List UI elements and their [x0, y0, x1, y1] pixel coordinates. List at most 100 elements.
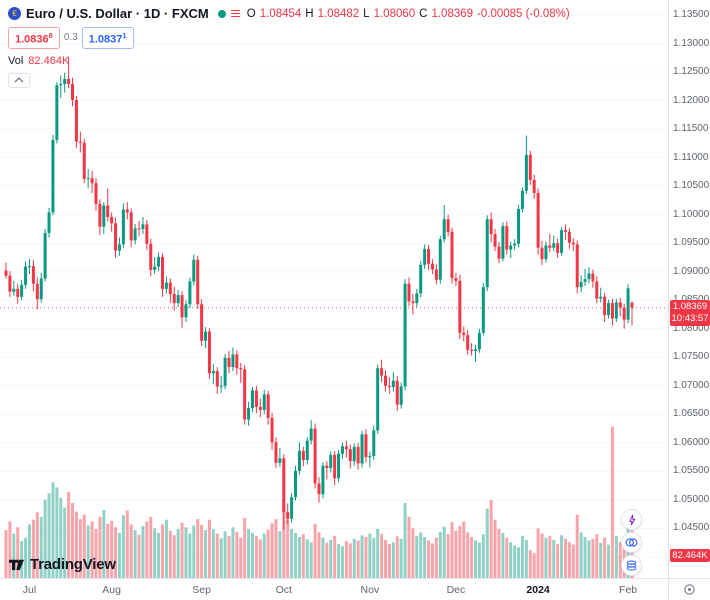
tradingview-logo-text: TradingView	[30, 556, 116, 573]
volume-bar	[301, 534, 305, 578]
volume-bar	[282, 508, 286, 578]
volume-bar	[90, 521, 94, 578]
candle-body	[387, 385, 391, 387]
candle-body	[47, 212, 51, 233]
candle-body	[407, 283, 411, 302]
candle-body	[411, 301, 415, 304]
candle-body	[344, 446, 348, 450]
candle-body	[313, 428, 317, 484]
candle-body	[161, 256, 164, 289]
candle-body	[59, 84, 63, 86]
candle-body	[438, 239, 442, 280]
candle-body	[294, 470, 298, 498]
candle-body	[399, 386, 403, 405]
volume-bar	[71, 503, 75, 578]
tradingview-logo[interactable]: TradingView	[8, 556, 116, 573]
linked-accounts-button[interactable]	[621, 532, 642, 553]
volume-bar	[204, 530, 208, 578]
volume-bar	[430, 543, 434, 578]
buy-button[interactable]: 1.08371	[81, 27, 134, 49]
candle-body	[348, 449, 352, 462]
candle-body	[364, 434, 368, 458]
volume-bar	[161, 524, 164, 578]
legend-symbol-row: € Euro / U.S. Dollar · 1D · FXCM O 1.0845…	[8, 6, 570, 21]
source-dot-icon[interactable]	[217, 9, 226, 18]
candle-body	[219, 385, 223, 387]
volume-bar	[493, 519, 497, 578]
volume-bar	[262, 533, 266, 578]
volume-bar	[384, 539, 388, 578]
time-axis[interactable]: Jul Aug Sep Oct Nov Dec 2024 Feb	[0, 578, 668, 600]
sell-button[interactable]: 1.08368	[8, 27, 60, 49]
volume-bar	[55, 487, 59, 578]
candle-body	[595, 281, 599, 299]
candle-body	[458, 280, 462, 333]
time-axis-label: Sep	[192, 584, 211, 596]
chart-pane[interactable]: € Euro / U.S. Dollar · 1D · FXCM O 1.0845…	[0, 0, 668, 578]
current-price-badge: 1.08369 10:43:57	[670, 299, 710, 326]
volume-bar	[102, 509, 106, 578]
volume-bar	[254, 535, 258, 578]
candle-body	[403, 283, 407, 387]
candle-body	[540, 247, 544, 260]
volume-bar	[517, 547, 521, 578]
axis-settings-corner[interactable]	[668, 578, 710, 600]
volume-bar	[387, 543, 391, 578]
candle-body	[485, 219, 489, 288]
price-axis-label: 1.09000	[673, 265, 710, 277]
candle-body	[74, 100, 78, 142]
legend-collapse-button[interactable]	[8, 72, 30, 88]
close-value: 1.08369	[431, 7, 474, 20]
volume-bar	[462, 521, 466, 578]
chevron-up-icon	[14, 77, 24, 83]
candle-body	[544, 245, 548, 260]
candle-body	[301, 450, 305, 461]
tradingview-mark-icon	[8, 559, 25, 571]
price-axis-label: 1.07500	[673, 351, 710, 363]
price-axis[interactable]: 1.08369 10:43:57 82.464K 1.13500 1.13000 1…	[668, 0, 710, 578]
price-axis-label: 1.12000	[673, 94, 710, 106]
volume-bar	[380, 534, 384, 578]
volume-bar	[110, 520, 114, 578]
candle-body	[380, 368, 384, 376]
volume-bar	[31, 519, 35, 578]
candle-body	[196, 259, 200, 305]
candle-body	[583, 279, 587, 283]
volume-bar	[137, 534, 141, 578]
candle-body	[270, 417, 274, 443]
candle-body	[618, 302, 622, 308]
volume-bar	[599, 542, 603, 578]
source-list-icon[interactable]	[230, 9, 240, 18]
volume-bar	[27, 524, 31, 578]
volume-bar	[470, 537, 474, 578]
volume-bar	[368, 533, 372, 578]
candle-body	[215, 371, 219, 387]
volume-bar	[458, 526, 462, 578]
candle-body	[278, 458, 282, 463]
candle-body	[290, 497, 294, 519]
volume-bar	[35, 512, 39, 578]
candle-body	[4, 270, 8, 276]
symbol-title[interactable]: Euro / U.S. Dollar · 1D · FXCM	[26, 6, 209, 21]
volume-bar	[180, 522, 184, 578]
volume-bar	[340, 546, 344, 578]
volume-bar	[544, 537, 548, 578]
volume-bar	[450, 522, 454, 578]
low-value: 1.08060	[373, 7, 416, 20]
volume-bar	[423, 537, 427, 578]
volume-bar	[231, 527, 235, 578]
overlapping-circles-icon	[625, 538, 638, 547]
volume-bar	[290, 528, 294, 578]
quick-alert-button[interactable]	[621, 509, 642, 530]
candle-body	[552, 243, 556, 248]
volume-bar	[501, 533, 505, 578]
depth-stack-button[interactable]	[621, 555, 642, 576]
volume-bar	[575, 514, 579, 578]
volume-bar	[329, 539, 333, 578]
volume-bar	[286, 519, 290, 578]
volume-bar	[74, 511, 78, 578]
volume-bar	[556, 543, 560, 578]
volume-bar	[196, 519, 200, 578]
volume-bar	[211, 528, 215, 578]
candle-body	[427, 248, 431, 264]
